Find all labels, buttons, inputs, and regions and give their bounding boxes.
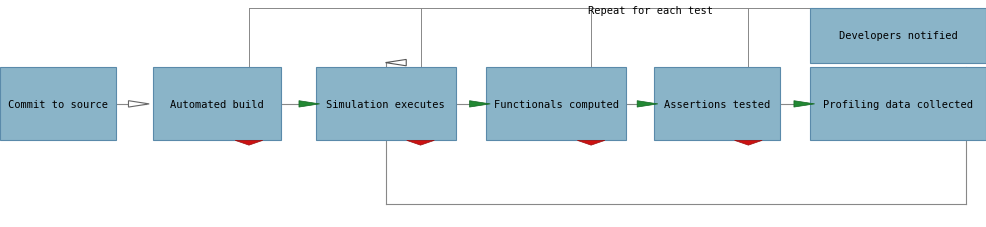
Text: Commit to source: Commit to source xyxy=(8,99,108,109)
Text: Developers notified: Developers notified xyxy=(839,31,957,41)
Text: Simulation executes: Simulation executes xyxy=(326,99,445,109)
FancyBboxPatch shape xyxy=(153,68,281,141)
Text: Profiling data collected: Profiling data collected xyxy=(823,99,973,109)
FancyBboxPatch shape xyxy=(316,68,456,141)
Text: Repeat for each test: Repeat for each test xyxy=(589,6,713,16)
Polygon shape xyxy=(386,60,406,67)
Polygon shape xyxy=(235,141,262,146)
FancyBboxPatch shape xyxy=(486,68,626,141)
Text: Functionals computed: Functionals computed xyxy=(494,99,618,109)
Polygon shape xyxy=(299,101,319,108)
Polygon shape xyxy=(637,101,658,108)
Text: Assertions tested: Assertions tested xyxy=(664,99,770,109)
Polygon shape xyxy=(128,101,149,108)
Text: Automated build: Automated build xyxy=(170,99,264,109)
Polygon shape xyxy=(735,141,762,146)
FancyBboxPatch shape xyxy=(810,9,986,64)
Polygon shape xyxy=(794,101,814,108)
Polygon shape xyxy=(577,141,604,146)
FancyBboxPatch shape xyxy=(810,68,986,141)
Polygon shape xyxy=(406,141,434,146)
FancyBboxPatch shape xyxy=(654,68,780,141)
Polygon shape xyxy=(469,101,490,108)
FancyBboxPatch shape xyxy=(0,68,116,141)
